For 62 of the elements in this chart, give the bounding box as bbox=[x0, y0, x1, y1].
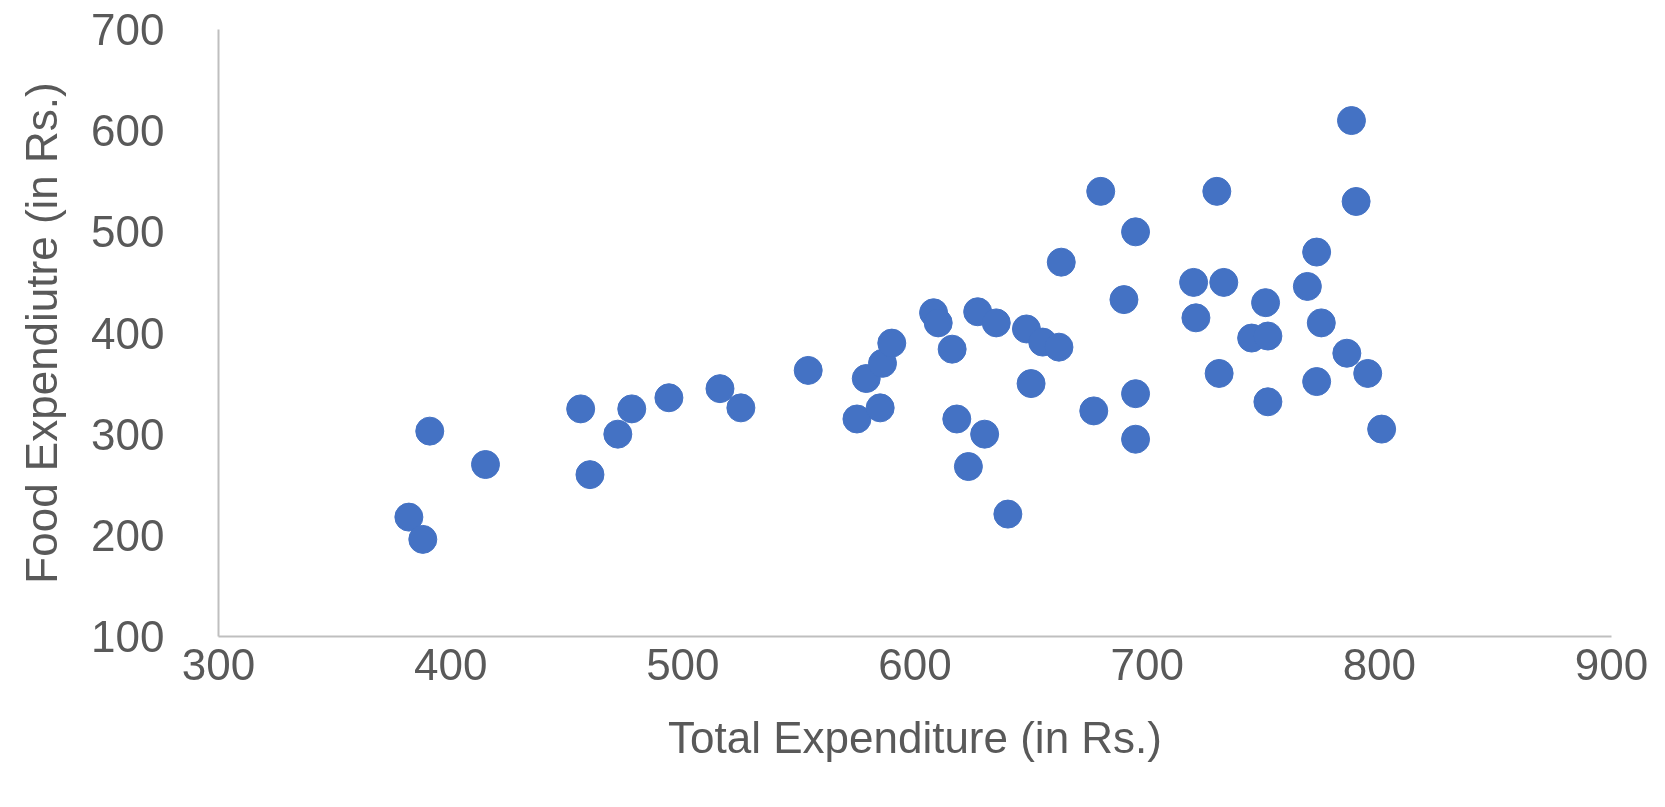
point bbox=[1302, 237, 1332, 267]
point bbox=[1121, 424, 1151, 454]
point bbox=[865, 393, 895, 423]
x-tick-label: 600 bbox=[878, 639, 952, 689]
point bbox=[1306, 308, 1336, 338]
x-tick-label: 300 bbox=[181, 639, 256, 689]
point bbox=[617, 394, 647, 424]
point bbox=[942, 404, 972, 434]
point bbox=[1016, 369, 1046, 399]
point bbox=[1251, 288, 1281, 318]
y-tick-label: 300 bbox=[91, 409, 165, 459]
x-tick-label: 700 bbox=[1110, 639, 1184, 689]
x-axis-title: Total Expenditure (in Rs.) bbox=[668, 712, 1162, 762]
point bbox=[1332, 338, 1362, 368]
point bbox=[793, 355, 823, 385]
y-tick-label: 100 bbox=[91, 612, 165, 661]
point bbox=[1253, 387, 1283, 417]
y-tick-label: 700 bbox=[91, 5, 165, 54]
point bbox=[705, 374, 735, 404]
point bbox=[1044, 332, 1074, 362]
point bbox=[1086, 176, 1116, 206]
point bbox=[1336, 106, 1366, 136]
x-tick-label: 900 bbox=[1574, 639, 1649, 689]
point bbox=[394, 502, 424, 532]
point bbox=[603, 419, 633, 449]
x-tick-label: 500 bbox=[646, 639, 720, 689]
point bbox=[1202, 176, 1232, 206]
x-tick-label: 800 bbox=[1342, 639, 1417, 689]
y-tick-label: 200 bbox=[91, 510, 165, 560]
point bbox=[654, 383, 684, 413]
point bbox=[970, 419, 1000, 449]
point bbox=[408, 524, 438, 554]
point bbox=[415, 416, 445, 446]
point bbox=[1209, 267, 1239, 297]
point bbox=[1179, 267, 1209, 297]
point bbox=[877, 328, 907, 358]
point bbox=[842, 404, 872, 434]
point bbox=[726, 393, 756, 423]
point bbox=[1292, 271, 1322, 301]
y-axis-title: Food Expendiutre (in Rs.) bbox=[17, 82, 67, 584]
y-tick-label: 500 bbox=[91, 207, 165, 257]
point bbox=[953, 452, 983, 482]
point bbox=[566, 394, 596, 424]
point bbox=[1109, 285, 1139, 315]
point bbox=[1353, 358, 1383, 388]
point bbox=[1046, 247, 1076, 277]
point bbox=[1341, 187, 1371, 216]
point bbox=[470, 450, 500, 479]
point bbox=[937, 334, 967, 364]
point bbox=[1302, 367, 1332, 397]
point bbox=[1121, 217, 1151, 247]
point bbox=[993, 499, 1023, 529]
point bbox=[575, 460, 605, 490]
y-tick-label: 600 bbox=[91, 106, 165, 156]
point bbox=[1079, 396, 1109, 426]
point bbox=[1367, 414, 1397, 444]
point bbox=[1181, 303, 1211, 333]
y-tick-label: 400 bbox=[91, 308, 165, 358]
x-tick-label: 400 bbox=[413, 639, 488, 689]
point bbox=[981, 308, 1011, 338]
point bbox=[1204, 358, 1234, 388]
point bbox=[1121, 379, 1151, 409]
